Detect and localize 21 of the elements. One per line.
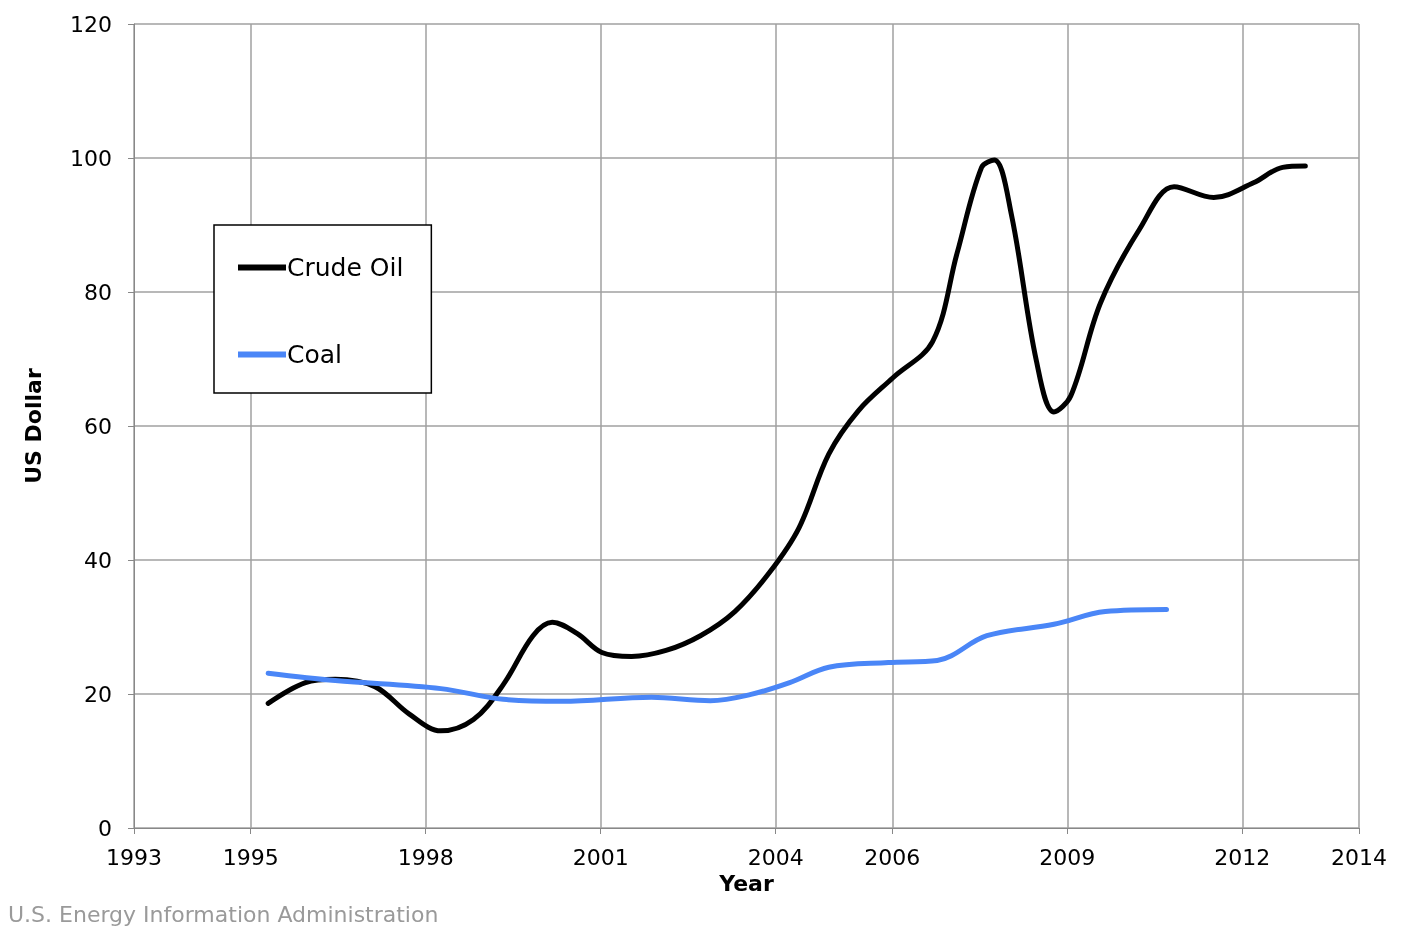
y-tick-label: 0 (98, 815, 112, 841)
x-tick-label: 2009 (1039, 844, 1096, 870)
x-tick-label: 2014 (1331, 844, 1387, 870)
x-tick-label: 2004 (747, 844, 804, 870)
x-tick-label: 2001 (572, 844, 629, 870)
y-tick-label: 40 (84, 547, 112, 573)
x-tick-label: 1998 (397, 844, 454, 870)
y-tick-label: 20 (84, 681, 112, 707)
y-tick-label: 120 (70, 11, 112, 37)
y-tick-label: 100 (70, 145, 112, 171)
legend-label: Crude Oil (287, 253, 404, 282)
text: U.S. Energy Information Administration (8, 901, 439, 927)
x-tick-label: 1995 (222, 844, 279, 870)
legend-label: Coal (287, 340, 343, 369)
y-axis-title: US Dollar (20, 368, 46, 484)
x-tick-label: 2012 (1214, 844, 1271, 870)
y-tick-label: 60 (84, 413, 112, 439)
x-axis-title: Year (718, 871, 774, 897)
x-tick-label: 1993 (106, 844, 162, 870)
y-tick-label: 80 (84, 279, 112, 305)
x-tick-label: 2006 (864, 844, 921, 870)
